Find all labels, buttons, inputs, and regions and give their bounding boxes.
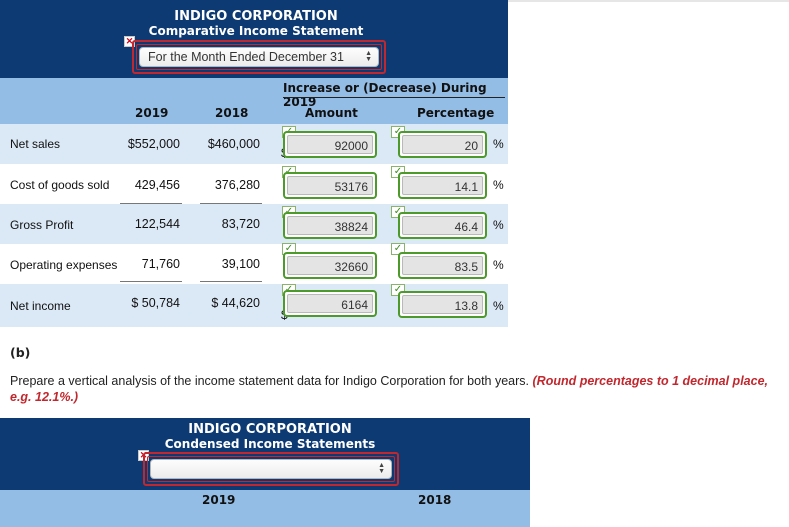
amount-input[interactable]: 6164 [283, 290, 377, 317]
top-divider [505, 0, 789, 2]
col-header-2018: 2018 [418, 493, 452, 507]
amount-value: 38824 [287, 216, 373, 235]
percentage-input[interactable]: 83.5 [398, 252, 487, 279]
table-row: Net income $ 50,784 $ 44,620 ✓ $ 6164 ✓ … [0, 284, 508, 327]
percent-sign: % [493, 218, 504, 232]
table-row: Gross Profit 122,544 83,720 ✓ 38824 ✓ 46… [0, 204, 508, 244]
percentage-input[interactable]: 14.1 [398, 172, 487, 199]
subtotal-line [200, 281, 262, 282]
statement-title: Comparative Income Statement [148, 24, 364, 38]
select-arrows-icon: ▲ ▼ [365, 50, 372, 63]
percentage-input[interactable]: 46.4 [398, 212, 487, 239]
amount-value: 53176 [287, 176, 373, 195]
percentage-input[interactable]: 20 [398, 131, 487, 158]
value-2018: $460,000 [207, 137, 260, 151]
amount-input[interactable]: 38824 [283, 212, 377, 239]
row-label: Gross Profit [10, 218, 74, 232]
col-header-2019: 2019 [202, 493, 236, 507]
percentage-value: 13.8 [402, 295, 483, 314]
part-b-prompt: Prepare a vertical analysis of the incom… [10, 374, 530, 388]
part-b-label: (b) [10, 345, 31, 360]
statement2-title: Condensed Income Statements [164, 437, 376, 451]
period-select[interactable]: For the Month Ended December 31 ▲ ▼ [139, 47, 379, 67]
percentage-input[interactable]: 13.8 [398, 291, 487, 318]
value-2018: $ 44,620 [211, 296, 260, 310]
subtotal-line [120, 203, 182, 204]
percent-sign: % [493, 137, 504, 151]
amount-value: 92000 [287, 135, 373, 154]
company-name: INDIGO CORPORATION [174, 9, 338, 24]
statement-header: INDIGO CORPORATION Comparative Income St… [0, 0, 508, 78]
statement2-select[interactable]: ▲ ▼ [150, 459, 392, 479]
row-label: Operating expenses [10, 258, 118, 272]
statement2-header: INDIGO CORPORATION Condensed Income Stat… [0, 418, 530, 490]
value-2018: 39,100 [221, 257, 260, 271]
value-2019: $552,000 [127, 137, 180, 151]
value-2018: 376,280 [214, 178, 260, 192]
statement2-select-wrapper: ▲ ▼ [143, 452, 399, 486]
part-b-instructions: Prepare a vertical analysis of the incom… [10, 373, 770, 405]
percent-sign: % [493, 178, 504, 192]
statement2-table-header: 2019 2018 [0, 490, 530, 527]
percentage-value: 14.1 [402, 176, 483, 195]
subtotal-line [200, 203, 262, 204]
select-arrows-icon: ▲ ▼ [378, 462, 385, 475]
amount-input[interactable]: 53176 [283, 172, 377, 199]
value-2019: 122,544 [134, 217, 180, 231]
percent-sign: % [493, 258, 504, 272]
row-label: Net sales [10, 137, 61, 151]
col-header-amount: Amount [305, 106, 358, 120]
amount-value: 6164 [287, 294, 373, 313]
subtotal-line [120, 281, 182, 282]
company-name-2: INDIGO CORPORATION [188, 422, 352, 437]
value-2019: 429,456 [134, 178, 180, 192]
table-row: Net sales $552,000 $460,000 ✓ $ 92000 ✓ … [0, 124, 508, 164]
col-header-2019: 2019 [135, 106, 169, 120]
amount-input[interactable]: 92000 [283, 131, 377, 158]
col-group-underline [283, 97, 505, 98]
percent-sign: % [493, 299, 504, 313]
table-header: Increase or (Decrease) During 2019 2019 … [0, 78, 508, 124]
row-label: Net income [10, 299, 71, 313]
col-header-percentage: Percentage [417, 106, 495, 120]
row-label: Cost of goods sold [10, 178, 110, 192]
percentage-value: 83.5 [402, 256, 483, 275]
percentage-value: 46.4 [402, 216, 483, 235]
amount-input[interactable]: 32660 [283, 252, 377, 279]
period-select-value: For the Month Ended December 31 [148, 50, 344, 64]
value-2019: $ 50,784 [131, 296, 180, 310]
value-2018: 83,720 [221, 217, 260, 231]
rounding-hint: (Round percentages to 1 decimal place, e… [10, 374, 768, 404]
percentage-value: 20 [402, 135, 483, 154]
col-header-2018: 2018 [215, 106, 249, 120]
table-row: Cost of goods sold 429,456 376,280 ✓ 531… [0, 164, 508, 204]
period-select-wrapper: For the Month Ended December 31 ▲ ▼ [132, 40, 386, 74]
col-header-increase-decrease: Increase or (Decrease) During 2019 [283, 81, 487, 109]
table-row: Operating expenses 71,760 39,100 ✓ 32660… [0, 243, 508, 284]
amount-value: 32660 [287, 256, 373, 275]
value-2019: 71,760 [141, 257, 180, 271]
